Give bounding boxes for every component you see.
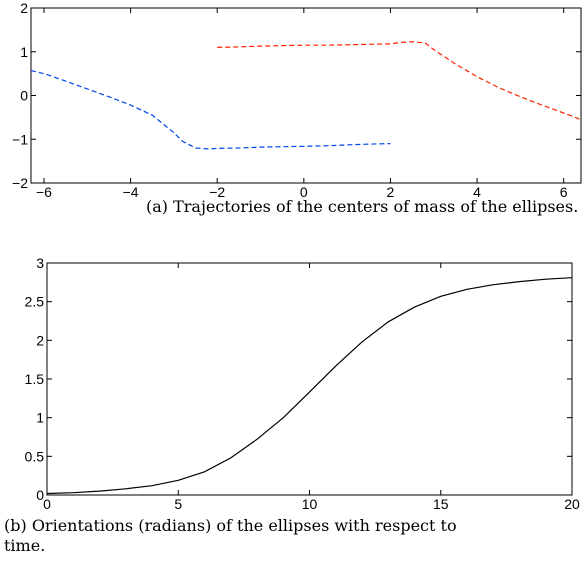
caption-a: (a) Trajectories of the centers of mass … [146, 197, 578, 216]
orientation-xtick-label: 20 [564, 496, 580, 512]
orientation-xtick-label: 5 [174, 496, 182, 512]
trajectory-ytick-label: 1 [20, 44, 28, 60]
orientation-series-line-0 [46, 277, 573, 495]
orientation-xtick-label: 10 [302, 496, 318, 512]
caption-b-continued: time. [4, 536, 45, 555]
trajectory-xtick-label: −6 [36, 184, 52, 200]
orientation-ytick-label: 0.5 [25, 448, 45, 464]
trajectory-ytick-label: 2 [20, 0, 28, 16]
trajectory-ytick-label: −2 [12, 175, 28, 191]
trajectory-xtick-label: −2 [209, 184, 225, 200]
orientation-ytick-label: 1.5 [25, 371, 45, 387]
trajectory-ytick-label: 0 [20, 88, 28, 104]
orientation-ytick-label: 0 [36, 487, 44, 503]
trajectory-ytick-label: −1 [12, 131, 28, 147]
orientation-ytick-label: 2.5 [25, 294, 45, 310]
trajectory-series-line-1 [30, 70, 391, 150]
caption-b: (b) Orientations (radians) of the ellips… [4, 516, 457, 535]
trajectory-xtick-label: 0 [300, 184, 308, 200]
orientation-xtick-label: 15 [433, 496, 449, 512]
orientation-ytick-label: 1 [36, 410, 44, 426]
orientation-ytick-label: 3 [36, 255, 44, 271]
trajectory-xtick-label: 4 [473, 184, 481, 200]
orientation-chart: 0 5 10 15 20 0 0.5 1 1.5 2 2.5 3 [25, 255, 580, 512]
trajectory-series-line-0 [217, 41, 582, 121]
trajectory-xtick-label: 6 [560, 184, 568, 200]
orientation-xtick-label: 0 [43, 496, 51, 512]
trajectory-xtick-label: 2 [387, 184, 395, 200]
trajectory-chart: −6 −4 −2 0 2 4 6 −2 −1 0 1 2 [12, 0, 582, 200]
trajectory-plot-frame [30, 7, 582, 184]
orientation-ytick-label: 2 [36, 332, 44, 348]
trajectory-xtick-label: −4 [123, 184, 139, 200]
orientation-plot-frame [46, 262, 573, 496]
